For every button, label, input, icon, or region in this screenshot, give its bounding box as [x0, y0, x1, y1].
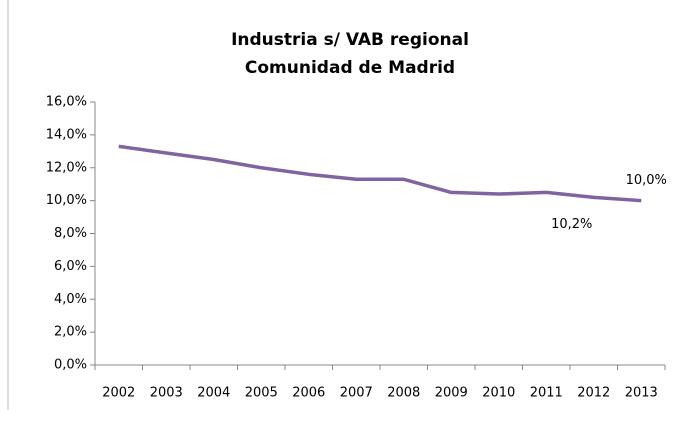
chart-title: Industria s/ VAB regional [231, 30, 469, 50]
chart-subtitle: Comunidad de Madrid [245, 58, 455, 78]
data-label: 10,0% [626, 173, 667, 188]
y-tick-label: 4,0% [54, 292, 87, 307]
y-tick-label: 2,0% [54, 325, 87, 340]
x-tick-label: 2006 [292, 386, 325, 401]
x-tick-label: 2004 [197, 386, 230, 401]
y-tick-label: 16,0% [46, 95, 87, 110]
series-line [118, 144, 642, 203]
y-tick-label: 6,0% [54, 259, 87, 274]
x-tick-label: 2008 [387, 386, 420, 401]
y-tick-label: 10,0% [46, 193, 87, 208]
x-tick-label: 2013 [625, 386, 658, 401]
x-tick-label: 2012 [577, 386, 610, 401]
x-tick-label: 2005 [245, 386, 278, 401]
y-tick-label: 14,0% [46, 127, 87, 142]
y-tick-label: 0,0% [54, 358, 87, 373]
x-tick-label: 2011 [530, 386, 563, 401]
data-label: 10,2% [551, 217, 592, 232]
x-tick-label: 2007 [340, 386, 373, 401]
y-tick-label: 8,0% [54, 226, 87, 241]
x-tick-label: 2010 [482, 386, 515, 401]
x-tick-label: 2009 [435, 386, 468, 401]
x-tick-label: 2002 [102, 386, 135, 401]
y-tick-label: 12,0% [46, 160, 87, 175]
x-tick-label: 2003 [150, 386, 183, 401]
